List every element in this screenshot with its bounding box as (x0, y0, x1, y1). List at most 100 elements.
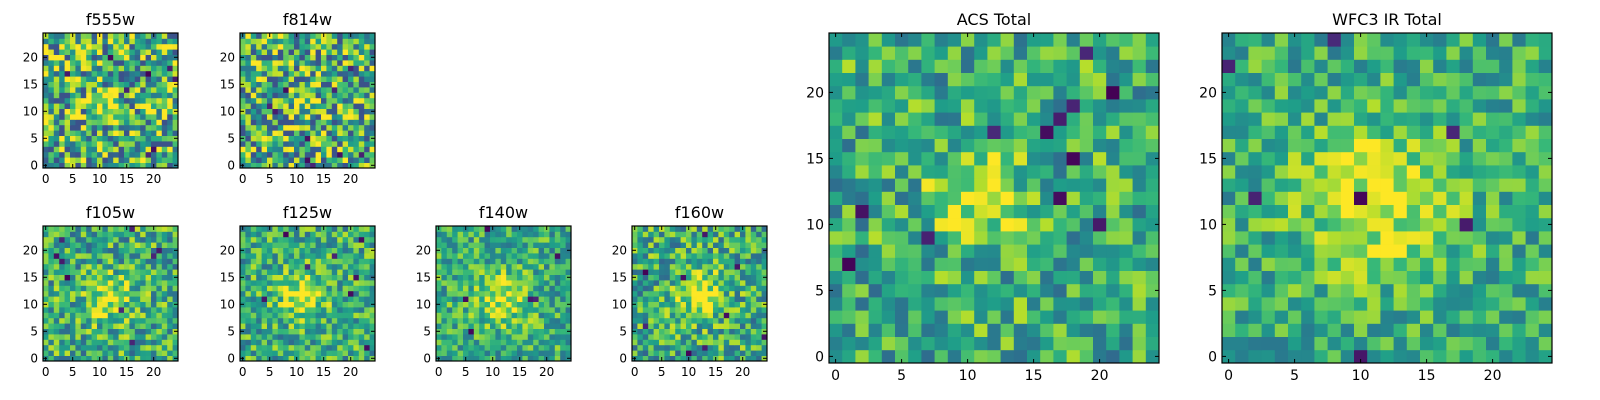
heatmap-cell (1499, 310, 1513, 324)
heatmap-cell (288, 253, 295, 259)
heatmap-cell (686, 242, 692, 248)
heatmap-cell (1053, 231, 1067, 245)
heatmap-cell (511, 350, 518, 356)
heatmap-cell (479, 269, 485, 275)
heatmap-cell (75, 258, 82, 265)
heatmap-cell (124, 38, 130, 45)
heatmap-cell (974, 125, 988, 139)
heatmap-cell (1132, 112, 1147, 126)
heatmap-cell (80, 317, 87, 324)
heatmap-cell (1367, 244, 1381, 258)
heatmap-cell (256, 344, 262, 351)
heatmap-cell (1459, 204, 1474, 219)
heatmap-cell (48, 253, 55, 259)
heatmap-cell (64, 296, 71, 302)
heatmap-cell (315, 317, 322, 324)
heatmap-cell (544, 280, 550, 286)
heatmap-cell (304, 231, 311, 238)
heatmap-cell (331, 307, 338, 313)
heatmap-cell (331, 162, 338, 169)
heatmap-cell (321, 253, 327, 259)
heatmap-cell (734, 317, 741, 324)
heatmap-cell (1288, 178, 1302, 192)
heatmap-cell (161, 344, 168, 351)
heatmap-cell (102, 162, 109, 169)
heatmap-cell (294, 274, 300, 281)
heatmap-cell (1354, 165, 1368, 179)
heatmap-cell (118, 87, 125, 93)
y-tick-label: 5 (30, 325, 38, 339)
heatmap-cell (740, 350, 746, 356)
heatmap-cell (240, 43, 246, 50)
heatmap-cell (256, 307, 262, 313)
heatmap-cell (868, 72, 883, 87)
heatmap-cell (97, 269, 103, 275)
heatmap-cell (342, 146, 349, 153)
heatmap-cell (91, 103, 98, 109)
heatmap-cell (1340, 310, 1355, 324)
heatmap-cell (506, 231, 512, 238)
heatmap-cell (1525, 310, 1540, 324)
heatmap-cell (664, 269, 671, 275)
heatmap-cell (331, 269, 338, 275)
heatmap-cell (1145, 217, 1160, 232)
heatmap-cell (538, 258, 545, 265)
heatmap-cell (250, 151, 257, 158)
heatmap-cell (1446, 270, 1460, 285)
heatmap-cell (868, 257, 883, 271)
heatmap-cell (267, 263, 273, 270)
heatmap-cell (331, 65, 338, 72)
y-tick-label: 5 (227, 325, 235, 339)
heatmap-cell (1301, 244, 1315, 258)
heatmap-cell (538, 296, 545, 302)
heatmap-cell (364, 334, 370, 340)
heatmap-cell (43, 38, 49, 45)
heatmap-cell (468, 312, 475, 319)
heatmap-cell (304, 119, 311, 126)
heatmap-cell (107, 135, 114, 142)
heatmap-cell (473, 280, 480, 286)
heatmap-cell (664, 301, 671, 308)
heatmap-cell (86, 130, 92, 136)
heatmap-cell (59, 285, 65, 292)
heatmap-cell (1367, 257, 1381, 271)
heatmap-cell (675, 323, 681, 329)
heatmap-cell (895, 99, 909, 113)
heatmap-cell (921, 151, 935, 166)
heatmap-cell (664, 317, 671, 324)
heatmap-cell (1053, 323, 1067, 337)
heatmap-cell (331, 76, 338, 82)
heatmap-cell (1512, 191, 1526, 205)
y-tick-label: 15 (806, 151, 824, 167)
heatmap-cell (59, 247, 65, 254)
heatmap-cell (718, 280, 725, 286)
heatmap-cell (272, 97, 279, 104)
heatmap-cell (506, 307, 512, 313)
heatmap-cell (908, 59, 922, 73)
heatmap-cell (353, 355, 360, 362)
heatmap-cell (1027, 323, 1041, 337)
heatmap-cell (167, 65, 173, 72)
heatmap-cell (538, 280, 545, 286)
heatmap-cell (490, 350, 496, 356)
heatmap-cell (250, 162, 257, 169)
heatmap-cell (48, 236, 55, 243)
heatmap-cell (97, 344, 103, 351)
heatmap-cell (331, 97, 338, 104)
heatmap-cell (761, 253, 768, 259)
heatmap-cell (107, 328, 114, 335)
heatmap-cell (686, 312, 692, 319)
heatmap-cell (648, 312, 654, 319)
heatmap-cell (277, 65, 284, 72)
heatmap-cell (718, 344, 725, 351)
heatmap-cell (102, 317, 109, 324)
heatmap-cell (97, 350, 103, 356)
heatmap-cell (934, 336, 949, 351)
heatmap-cell (342, 141, 349, 147)
heatmap-cell (680, 317, 687, 324)
heatmap-cell (560, 328, 566, 335)
heatmap-cell (1053, 244, 1067, 258)
heatmap-cell (288, 103, 295, 109)
heatmap-cell (102, 87, 109, 93)
heatmap-cell (1301, 217, 1315, 232)
